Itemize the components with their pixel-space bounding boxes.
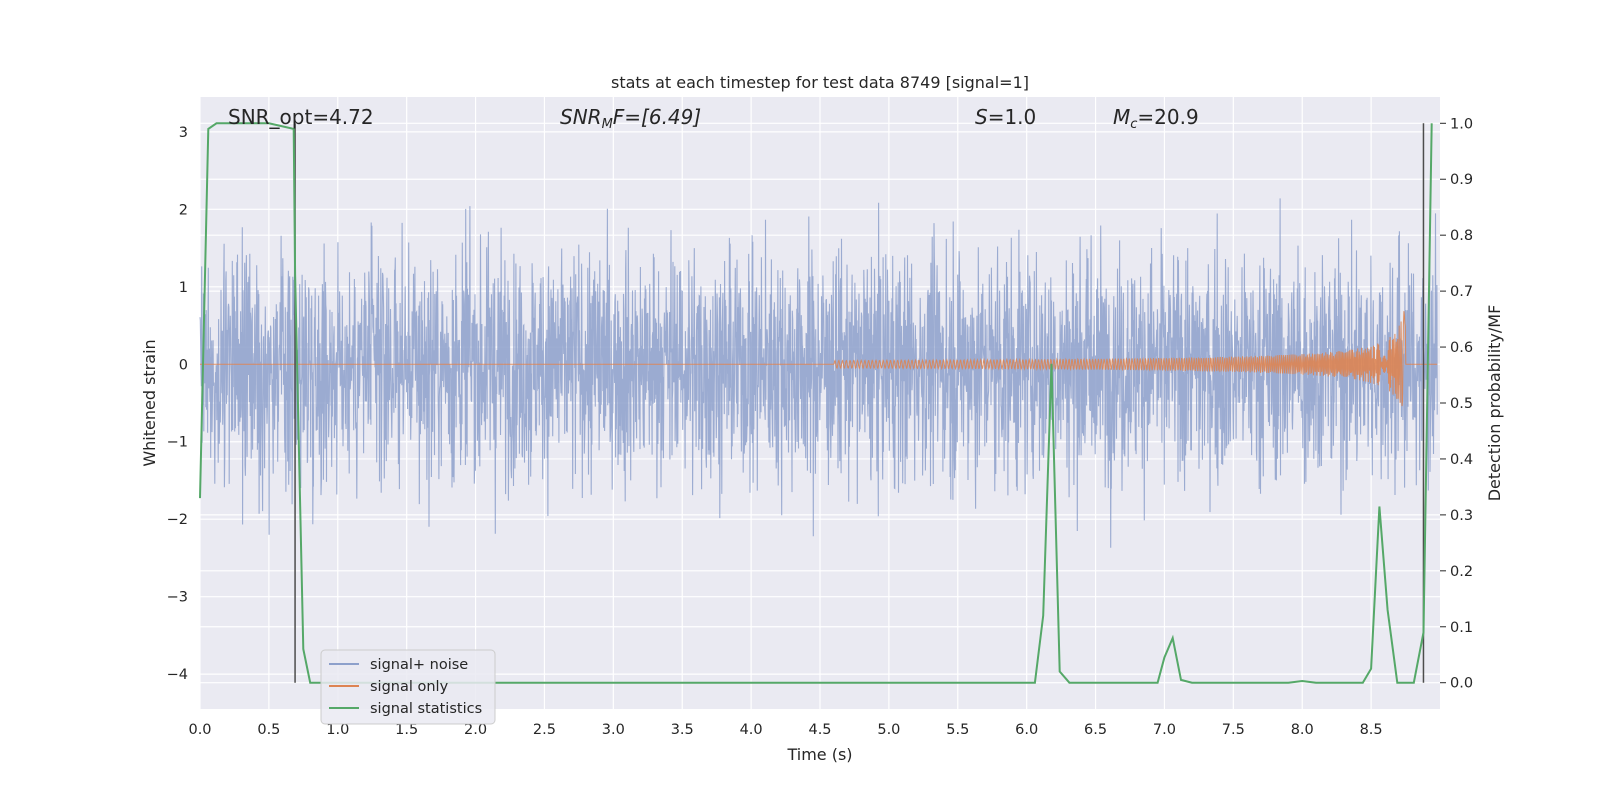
x-tick-label: 0.5 <box>257 722 280 738</box>
s-rest: =1.0 <box>988 105 1037 129</box>
y-tick-label: −1 <box>167 435 188 451</box>
y2-tick-label: 0.5 <box>1450 396 1473 412</box>
x-tick-label: 1.0 <box>326 722 349 738</box>
x-axis-label: Time (s) <box>786 745 852 764</box>
mc-sub: c <box>1130 117 1137 132</box>
signal-noise-series <box>199 198 1438 548</box>
x-axis-ticks: 0.0 0.5 1.0 1.5 2.0 2.5 3.0 3.5 4.0 4.5 5.0 5.5 6.0 6… <box>188 722 1382 738</box>
x-tick-label: 6.0 <box>1015 722 1038 738</box>
x-tick-label: 7.0 <box>1153 722 1176 738</box>
y2-tick-label: 0.0 <box>1450 676 1473 692</box>
chart-title: stats at each timestep for test data 874… <box>611 73 1029 92</box>
y2-tick-label: 0.9 <box>1450 172 1473 188</box>
legend-label-noise: signal+ noise <box>370 657 468 673</box>
snr-opt-annotation: SNR_opt=4.72 <box>228 105 374 129</box>
x-tick-label: 3.0 <box>602 722 625 738</box>
x-tick-label: 8.0 <box>1291 722 1314 738</box>
mc-var: M <box>1113 105 1130 129</box>
y-axis-label: Whitened strain <box>140 339 159 466</box>
x-tick-label: 8.5 <box>1360 722 1383 738</box>
snr-mf-sub: M <box>602 117 613 132</box>
signal-only-line <box>200 311 1438 407</box>
legend-label-signal: signal only <box>370 679 449 695</box>
x-tick-label: 5.5 <box>946 722 969 738</box>
legend-box <box>320 649 496 725</box>
snr-mf-base: SNR <box>560 105 602 129</box>
s-var: S <box>975 105 988 129</box>
y2-tick-label: 0.6 <box>1450 340 1473 356</box>
y-tick-label: 1 <box>179 280 188 296</box>
y-tick-label: −2 <box>167 512 188 528</box>
signal-only-series <box>200 311 1438 407</box>
x-tick-label: 1.5 <box>395 722 418 738</box>
y2-axis-label: Detection probability/MF <box>1485 305 1504 502</box>
signal-statistics-line <box>199 122 1433 684</box>
y-axis-ticks: 3 2 1 0 −1 −2 −3 −4 <box>167 125 188 683</box>
y2-tick-label: 1.0 <box>1450 116 1473 132</box>
s-annotation: S=1.0 <box>975 105 1036 129</box>
y2-tick-label: 0.1 <box>1450 620 1473 636</box>
x-tick-label: 3.5 <box>671 722 694 738</box>
x-tick-label: 5.0 <box>877 722 900 738</box>
x-tick-label: 0.0 <box>188 722 211 738</box>
y-tick-label: 2 <box>179 202 188 218</box>
y2-tick-label: 0.7 <box>1450 284 1473 300</box>
x-tick-label: 2.0 <box>464 722 487 738</box>
y-tick-label: −3 <box>167 590 188 606</box>
signal-noise-line <box>199 198 1438 548</box>
x-tick-label: 4.0 <box>740 722 763 738</box>
y2-tick-label: 0.2 <box>1450 564 1473 580</box>
x-tick-label: 4.5 <box>808 722 831 738</box>
x-tick-label: 7.5 <box>1222 722 1245 738</box>
signal-statistics-series <box>199 122 1433 684</box>
x-tick-label: 6.5 <box>1084 722 1107 738</box>
y-tick-label: 3 <box>179 125 188 141</box>
snr-mf-annotation: SNRMF=[6.49] <box>560 105 701 132</box>
y2-tick-label: 0.8 <box>1450 228 1473 244</box>
legend: signal+ noise signal only signal statist… <box>320 649 496 725</box>
y-tick-label: 0 <box>179 357 188 373</box>
snr-mf-rest: F=[6.49] <box>613 105 701 129</box>
y-tick-label: −4 <box>167 667 188 683</box>
y2-axis-ticks: 1.0 0.9 0.8 0.7 0.6 0.5 0.4 0.3 0.2 0.1 0.0 <box>1440 116 1473 692</box>
x-tick-label: 2.5 <box>533 722 556 738</box>
y2-tick-label: 0.4 <box>1450 452 1473 468</box>
mc-rest: =20.9 <box>1137 105 1198 129</box>
legend-label-stats: signal statistics <box>370 701 482 717</box>
y2-tick-label: 0.3 <box>1450 508 1473 524</box>
mc-annotation: Mc=20.9 <box>1113 105 1199 132</box>
